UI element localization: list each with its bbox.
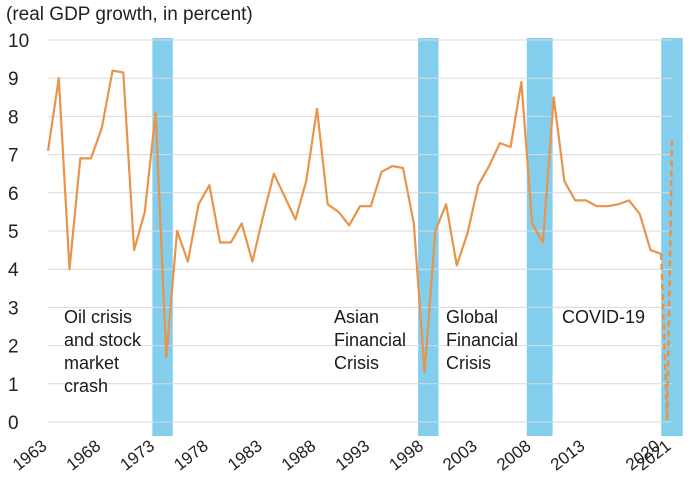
annotation-asian-financial-crisis: Asian Financial Crisis [334, 307, 407, 373]
y-tick-label: 7 [8, 146, 19, 167]
crisis-bands [152, 38, 683, 436]
gdp-series-lines [46, 69, 674, 422]
crisis-band-3 [661, 38, 683, 436]
x-tick-label: 1978 [170, 436, 212, 474]
x-tick-label: 1998 [386, 436, 428, 474]
x-tick-label: 1963 [9, 436, 51, 474]
x-tick-label: 1983 [224, 436, 266, 474]
x-tick-label: 2003 [439, 436, 481, 474]
x-tick-label: 2008 [493, 436, 535, 474]
gdp-growth-line [46, 69, 662, 374]
x-axis: 1963 1968 1973 1978 1983 1988 1993 1998 2003 2008… [9, 436, 675, 474]
y-tick-label: 10 [8, 31, 29, 52]
annotation-covid-19: COVID-19 [562, 307, 646, 327]
y-axis: 0 1 2 3 4 5 6 7 8 9 10 [8, 31, 29, 434]
annotation-oil-crisis: Oil crisis and stock market crash [64, 307, 142, 396]
x-tick-label: 1988 [278, 436, 320, 474]
x-tick-label: 1968 [63, 436, 105, 474]
x-tick-label: 1993 [332, 436, 374, 474]
y-tick-label: 1 [8, 375, 19, 396]
y-tick-label: 3 [8, 298, 19, 319]
y-tick-label: 6 [8, 184, 19, 205]
x-tick-label: 1973 [117, 436, 159, 474]
crisis-band-0 [152, 38, 173, 436]
crisis-band-1 [418, 38, 439, 436]
gdp-forecast-line [659, 139, 674, 422]
y-tick-label: 9 [8, 69, 19, 90]
x-tick-label: 2013 [547, 436, 589, 474]
y-tick-label: 2 [8, 337, 19, 358]
y-tick-label: 0 [8, 413, 19, 434]
chart-subtitle: (real GDP growth, in percent) [6, 4, 253, 25]
annotation-global-financial-crisis: Global Financial Crisis [446, 307, 519, 373]
y-tick-label: 4 [8, 260, 19, 281]
y-tick-label: 8 [8, 107, 19, 128]
y-tick-label: 5 [8, 222, 19, 243]
